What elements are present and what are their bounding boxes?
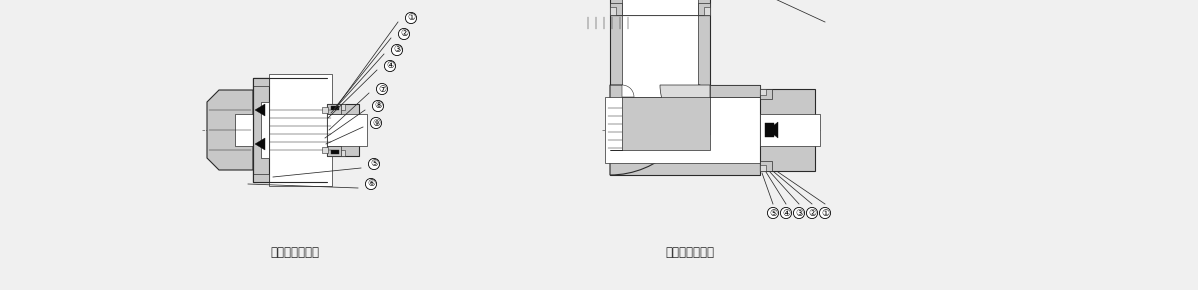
Text: ④: ④ (782, 209, 789, 218)
Polygon shape (327, 104, 359, 156)
Polygon shape (327, 114, 367, 146)
Polygon shape (605, 97, 766, 163)
Polygon shape (253, 78, 270, 86)
Text: ①: ① (821, 209, 829, 218)
Polygon shape (331, 106, 339, 110)
Polygon shape (704, 7, 710, 15)
Polygon shape (698, 3, 710, 15)
Text: エルボユニオン: エルボユニオン (666, 246, 714, 258)
Polygon shape (760, 89, 772, 99)
Polygon shape (622, 0, 698, 15)
Polygon shape (261, 102, 270, 158)
Polygon shape (610, 7, 616, 15)
Polygon shape (327, 104, 341, 114)
Wedge shape (660, 85, 710, 135)
Text: ⑥: ⑥ (367, 180, 375, 188)
Text: ⑧: ⑧ (374, 102, 382, 110)
Text: ⑤: ⑤ (769, 209, 778, 218)
Polygon shape (760, 89, 766, 95)
Polygon shape (610, 0, 710, 15)
Text: ②: ② (400, 30, 409, 39)
Polygon shape (322, 147, 328, 153)
Polygon shape (622, 10, 698, 152)
Text: ⑨: ⑨ (371, 119, 380, 128)
Text: ③: ③ (393, 46, 401, 55)
Polygon shape (610, 3, 622, 15)
Polygon shape (341, 150, 345, 156)
Polygon shape (760, 114, 819, 146)
Polygon shape (322, 107, 328, 113)
Polygon shape (327, 146, 341, 156)
Text: ④: ④ (386, 61, 394, 70)
Polygon shape (760, 89, 815, 171)
Text: ①: ① (407, 14, 415, 23)
Polygon shape (610, 85, 760, 150)
Text: ハーフユニオン: ハーフユニオン (271, 246, 320, 258)
Text: ⑤: ⑤ (370, 160, 379, 168)
Polygon shape (760, 165, 766, 171)
Wedge shape (610, 85, 700, 175)
Polygon shape (255, 104, 265, 116)
Polygon shape (253, 78, 327, 182)
Polygon shape (331, 150, 339, 154)
Polygon shape (270, 74, 332, 186)
Polygon shape (760, 161, 772, 171)
Polygon shape (235, 114, 253, 146)
Text: ③: ③ (795, 209, 803, 218)
Polygon shape (255, 138, 265, 150)
Polygon shape (207, 90, 253, 170)
Text: ⑦: ⑦ (377, 84, 386, 93)
Polygon shape (610, 15, 760, 175)
Polygon shape (768, 122, 778, 138)
Polygon shape (253, 174, 270, 182)
Wedge shape (622, 85, 634, 97)
Polygon shape (253, 78, 270, 182)
Polygon shape (341, 104, 345, 110)
Polygon shape (766, 123, 774, 137)
Text: ②: ② (807, 209, 816, 218)
